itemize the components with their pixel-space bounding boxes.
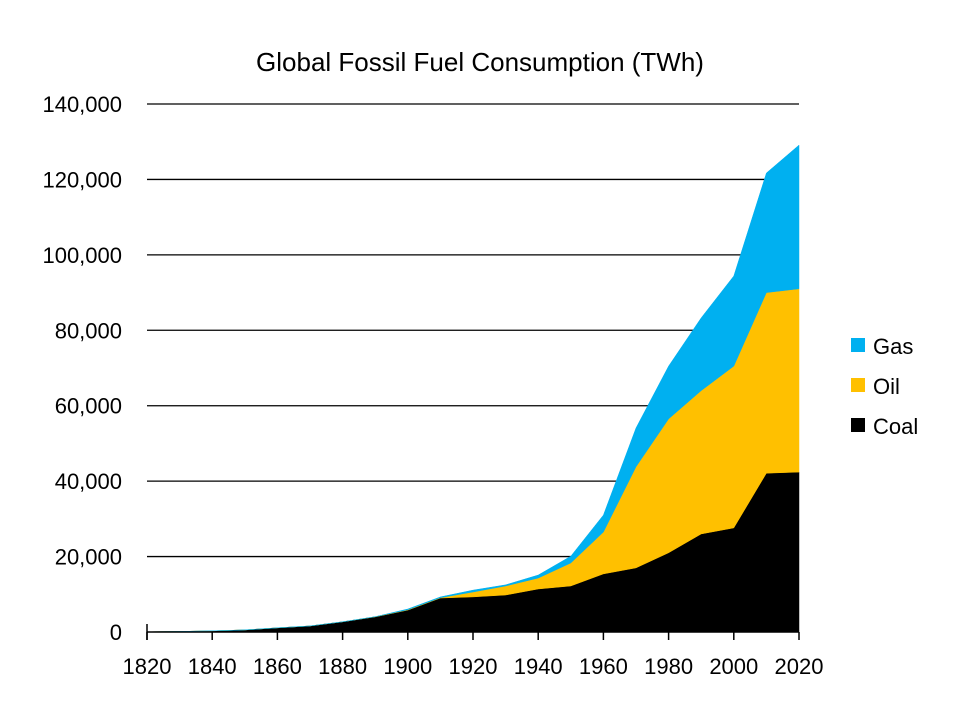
legend-label-coal: Coal xyxy=(873,414,918,439)
x-tick-label: 1920 xyxy=(449,654,498,679)
x-tick-label: 1940 xyxy=(514,654,563,679)
area-gas xyxy=(146,144,800,633)
y-tick-label: 100,000 xyxy=(42,243,122,268)
y-tick-label: 60,000 xyxy=(55,394,122,419)
legend-swatch-gas xyxy=(851,338,865,352)
x-tick-label: 2020 xyxy=(775,654,824,679)
x-tick-label: 1840 xyxy=(188,654,237,679)
y-tick-label: 140,000 xyxy=(42,92,122,117)
y-tick-label: 120,000 xyxy=(42,167,122,192)
x-tick-label: 1860 xyxy=(253,654,302,679)
x-tick-label: 1980 xyxy=(644,654,693,679)
x-tick-label: 1960 xyxy=(579,654,628,679)
legend-label-gas: Gas xyxy=(873,334,913,359)
chart-title: Global Fossil Fuel Consumption (TWh) xyxy=(256,47,704,77)
y-tick-label: 80,000 xyxy=(55,318,122,343)
legend-swatch-oil xyxy=(851,378,865,392)
x-tick-label: 1880 xyxy=(318,654,367,679)
legend-label-oil: Oil xyxy=(873,374,900,399)
y-tick-label: 20,000 xyxy=(55,545,122,570)
x-tick-label: 1820 xyxy=(123,654,172,679)
legend-swatch-coal xyxy=(851,418,865,432)
x-tick-label: 1900 xyxy=(383,654,432,679)
y-tick-label: 40,000 xyxy=(55,469,122,494)
y-tick-label: 0 xyxy=(110,620,122,645)
x-tick-label: 2000 xyxy=(709,654,758,679)
